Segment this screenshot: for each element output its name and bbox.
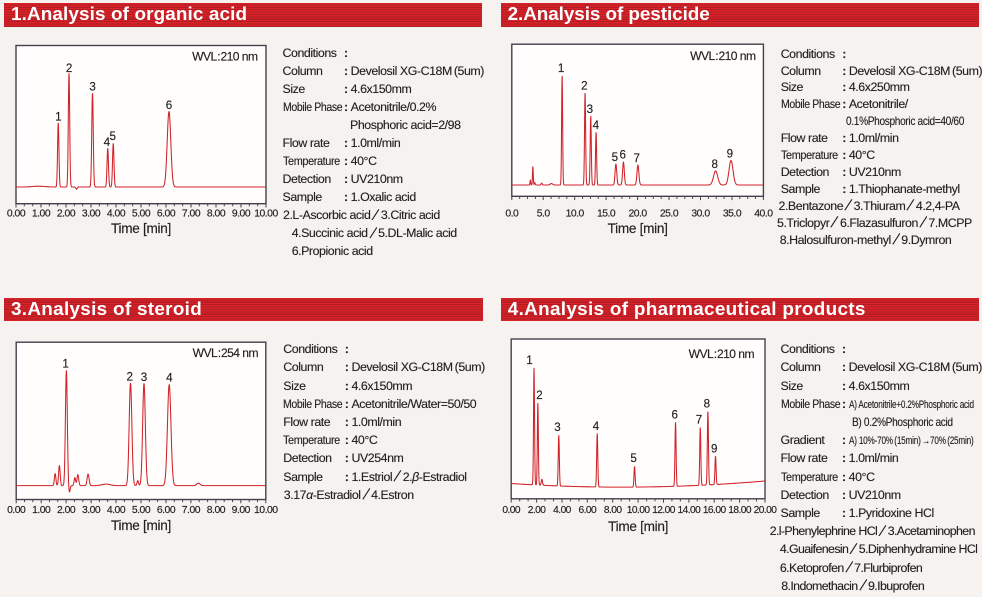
svg-text:5: 5: [109, 130, 115, 143]
svg-text:7: 7: [633, 152, 639, 165]
svg-text:5.0: 5.0: [537, 209, 551, 220]
svg-text:6: 6: [671, 409, 677, 422]
svg-text:4: 4: [166, 372, 173, 385]
svg-text:20.0: 20.0: [628, 209, 647, 220]
svg-text:Time [min]: Time [min]: [608, 519, 668, 534]
svg-text:4.00: 4.00: [553, 505, 572, 516]
svg-text:8.00: 8.00: [604, 505, 623, 516]
svg-text:2: 2: [126, 371, 132, 384]
svg-text:7: 7: [696, 414, 702, 427]
svg-text:3: 3: [554, 421, 560, 434]
svg-text:WVL : 210 nm: WVL : 210 nm: [690, 49, 756, 63]
svg-text:1.00: 1.00: [32, 209, 51, 220]
svg-text:16.00: 16.00: [703, 505, 727, 516]
svg-text:8: 8: [704, 398, 710, 411]
svg-text:WVL : 210 nm: WVL : 210 nm: [689, 347, 755, 361]
svg-text:0.0: 0.0: [505, 209, 519, 220]
svg-text:5: 5: [612, 151, 618, 164]
svg-text:4.00: 4.00: [107, 209, 126, 220]
svg-text:8.00: 8.00: [207, 209, 226, 220]
svg-text:4.00: 4.00: [107, 505, 126, 516]
svg-text:3: 3: [89, 81, 95, 94]
svg-text:1: 1: [526, 354, 532, 367]
svg-text:9: 9: [727, 148, 733, 161]
svg-text:5.00: 5.00: [132, 209, 151, 220]
svg-text:0.00: 0.00: [502, 505, 521, 516]
svg-text:40.0: 40.0: [754, 209, 773, 220]
svg-text:0.00: 0.00: [7, 209, 26, 220]
svg-text:3.00: 3.00: [82, 505, 101, 516]
svg-text:5: 5: [630, 452, 636, 465]
svg-text:2.00: 2.00: [528, 505, 547, 516]
svg-text:2.00: 2.00: [57, 209, 76, 220]
svg-text:5.00: 5.00: [132, 505, 151, 516]
svg-text:1.00: 1.00: [32, 505, 51, 516]
svg-text:Time [min]: Time [min]: [608, 221, 668, 236]
svg-text:4: 4: [593, 119, 600, 132]
svg-text:6.00: 6.00: [578, 505, 597, 516]
svg-text:7.00: 7.00: [182, 209, 201, 220]
svg-text:10.00: 10.00: [254, 505, 278, 516]
svg-text:2.00: 2.00: [57, 505, 76, 516]
svg-text:20.00: 20.00: [754, 505, 778, 516]
svg-text:35.0: 35.0: [723, 209, 742, 220]
svg-text:10.00: 10.00: [254, 209, 278, 220]
svg-text:2: 2: [581, 80, 587, 93]
svg-text:12.00: 12.00: [652, 505, 676, 516]
svg-text:Time [min]: Time [min]: [111, 221, 171, 236]
svg-text:9.00: 9.00: [232, 505, 251, 516]
svg-text:3: 3: [141, 371, 147, 384]
svg-text:25.0: 25.0: [660, 209, 679, 220]
svg-text:6: 6: [166, 99, 172, 112]
svg-text:4: 4: [104, 136, 111, 149]
svg-text:7.00: 7.00: [182, 505, 201, 516]
svg-text:9.00: 9.00: [232, 209, 251, 220]
svg-text:1: 1: [558, 62, 564, 75]
svg-text:WVL : 210 nm: WVL : 210 nm: [192, 50, 258, 64]
svg-text:14.00: 14.00: [678, 505, 702, 516]
svg-text:6.00: 6.00: [157, 505, 176, 516]
svg-text:1: 1: [55, 111, 61, 124]
svg-text:2: 2: [536, 389, 542, 402]
svg-text:18.00: 18.00: [728, 505, 752, 516]
svg-text:1: 1: [62, 358, 68, 371]
svg-text:10.0: 10.0: [566, 209, 585, 220]
svg-text:30.0: 30.0: [691, 209, 710, 220]
svg-text:WVL : 254 nm: WVL : 254 nm: [193, 346, 259, 360]
svg-text:0.00: 0.00: [7, 505, 26, 516]
svg-text:6: 6: [619, 149, 625, 162]
svg-text:4: 4: [593, 420, 600, 433]
svg-text:2: 2: [66, 62, 72, 75]
svg-text:3.00: 3.00: [82, 209, 101, 220]
svg-text:8: 8: [711, 158, 717, 171]
svg-text:8.00: 8.00: [207, 505, 226, 516]
svg-text:Time [min]: Time [min]: [111, 518, 171, 533]
svg-text:6.00: 6.00: [157, 209, 176, 220]
svg-text:3: 3: [587, 103, 593, 116]
svg-text:9: 9: [711, 443, 717, 456]
svg-text:15.0: 15.0: [597, 209, 616, 220]
svg-text:10.00: 10.00: [627, 505, 651, 516]
